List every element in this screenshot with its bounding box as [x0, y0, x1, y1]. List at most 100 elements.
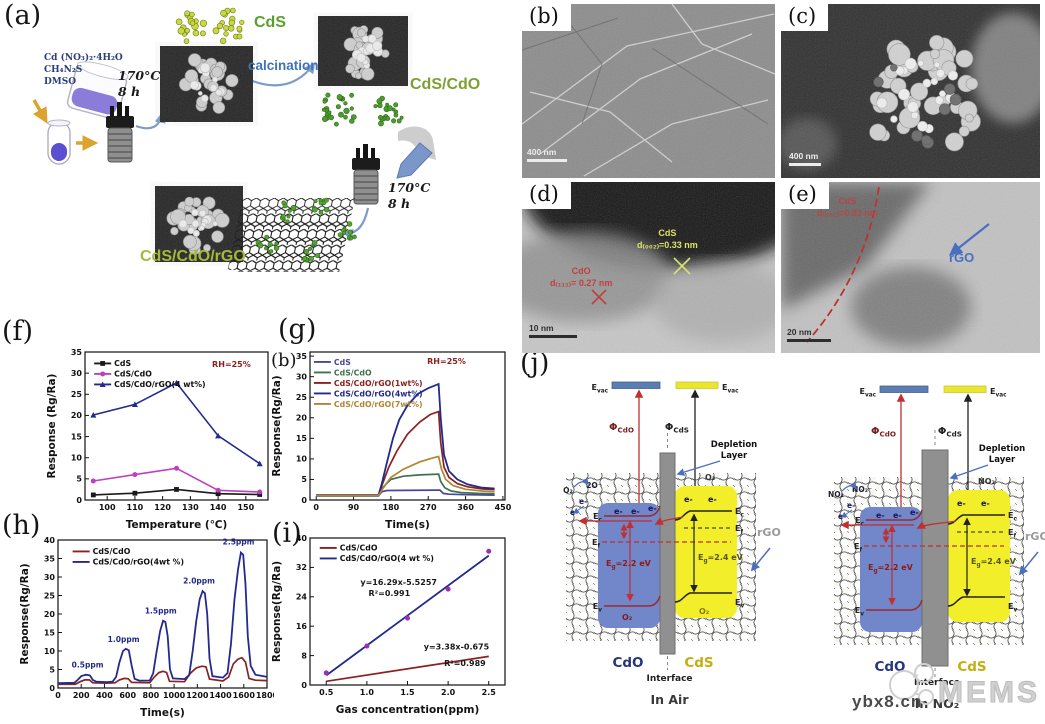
panel-letter-e: (e) — [781, 182, 829, 209]
cluster-particle — [236, 25, 243, 32]
y-tick-label: 35 — [44, 554, 56, 563]
electron-label: e- — [648, 504, 657, 513]
cluster-particle — [343, 114, 348, 120]
rgo-pointer-arrow — [948, 223, 990, 256]
x-tick-label: 130 — [182, 503, 199, 512]
marker — [257, 492, 263, 497]
cluster-particle — [321, 107, 326, 112]
noise-texture — [522, 4, 775, 178]
cluster-particle — [308, 255, 314, 262]
y-tick-label: 0 — [49, 684, 55, 693]
cluster-particle — [239, 19, 245, 25]
electron-capture-arrow — [573, 505, 585, 514]
cds-dspacing: d₍₀₀₂₎=0.33 nm — [817, 207, 878, 218]
cds-label: CdS — [684, 655, 713, 671]
cluster-particle — [264, 234, 270, 240]
cluster-particle — [338, 111, 344, 118]
sem-b-canvas — [522, 4, 775, 178]
chart-annotation: 1.5ppm — [145, 606, 177, 615]
cluster-particle — [337, 232, 343, 238]
chart-annotation: y=3.38x-0.675 — [424, 643, 490, 652]
cdo-bandgap-label: Eg=2.2 eV — [606, 559, 652, 571]
interface-bar — [659, 452, 676, 655]
work-function-cdo: ΦCdO — [871, 426, 896, 439]
chart-annotation: 2.0ppm — [183, 577, 215, 586]
rgo-annotation: rGO — [949, 250, 975, 265]
calcination-step-label: calcination — [248, 58, 319, 73]
depletion-pointer — [676, 460, 721, 476]
panel-letter-h: (h) — [2, 510, 41, 541]
band-diagram-in-air: Evac Evac ΦCdO ΦCdS Depletion Layer Ec Ef Ev Eg=2… — [524, 374, 782, 723]
cluster-particle — [324, 207, 330, 213]
work-function-cdo: ΦCdO — [609, 422, 634, 435]
y-tick-label: 0 — [301, 496, 307, 505]
cluster-particle — [273, 245, 280, 251]
cluster-particle — [335, 104, 341, 110]
y-tick-label: 40 — [44, 536, 56, 545]
electron-capture-arrow — [841, 509, 853, 518]
x-axis-label: Time(s) — [140, 707, 185, 719]
interface-dashed-line — [806, 186, 880, 343]
panel-letter-b: (b) — [522, 4, 571, 31]
series-line-2 — [316, 410, 495, 496]
x-tick-label: 270 — [420, 503, 437, 512]
cluster-particle — [327, 110, 332, 115]
y-tick-label: 15 — [296, 434, 308, 443]
y-tick-label: 10 — [296, 455, 308, 464]
marker — [215, 491, 221, 497]
cluster-particle — [303, 249, 310, 255]
x-tick-label: 400 — [96, 691, 113, 700]
chart-annotation: RH=25% — [427, 357, 466, 366]
chart-f-response-vs-temperature: 100 110 120 130 140 150 0 5 10 15 20 25 30 35 Temperat… — [45, 346, 275, 537]
panel-letter-c: (c) — [781, 4, 829, 31]
plot-frame — [309, 537, 506, 686]
cluster-particle — [219, 37, 227, 45]
ef-label: Ef — [735, 524, 743, 536]
y-tick-label: 32 — [296, 563, 307, 572]
cluster-particle — [177, 27, 185, 35]
reaction-product: NO₂⁻ — [852, 485, 872, 494]
marker — [131, 401, 138, 408]
cluster-particle — [281, 213, 286, 219]
reaction-condition-1: 170°C 8 h — [118, 68, 160, 99]
cds-lattice-marker — [673, 257, 691, 275]
molecule-logo-icon — [889, 663, 934, 705]
reaction-reactant: NO₂ — [828, 490, 844, 499]
evac-label: Evac — [722, 383, 739, 395]
cluster-particle — [257, 242, 264, 249]
tem-image-composite-rgo: (e) CdS d₍₀₀₂₎=0.33 nm rGO 20 nm — [781, 182, 1040, 353]
watermark-brand: MEMS — [938, 676, 1040, 710]
cds-valence-band — [674, 592, 732, 603]
y-tick-label: 20 — [296, 414, 308, 423]
depletion-pointer — [949, 464, 989, 480]
noise-texture — [781, 4, 1040, 178]
marker — [364, 643, 370, 649]
y-tick-label: 35 — [296, 352, 308, 361]
cluster-particle — [318, 210, 324, 215]
reagent-line: Cd (NO₃)₂·4H₂O — [44, 53, 123, 63]
x-tick-label: 1.5 — [400, 688, 415, 697]
marker — [256, 460, 263, 467]
ev-label: Ev — [593, 602, 602, 614]
cdo-bandgap-label: Eg=2.2 eV — [868, 563, 914, 575]
cluster-particle — [199, 30, 206, 37]
y-tick-label: 0 — [301, 681, 307, 690]
chart-annotation: y=16.29x-5.5257 — [360, 578, 437, 587]
cdo-label: CdO — [612, 655, 643, 671]
marker — [405, 615, 410, 621]
cluster-particle — [312, 240, 318, 246]
cluster-particle — [223, 31, 229, 37]
x-tick-label: 2.0 — [441, 688, 456, 697]
electron-label: e- — [684, 495, 693, 504]
series-line-0 — [326, 655, 489, 683]
y-tick-label: 15 — [44, 628, 56, 637]
scale-bar: 400 nm — [527, 147, 567, 162]
cluster-particle — [346, 221, 353, 227]
cdo-dspacing: d₍₁₁₁₎= 0.27 nm — [550, 277, 613, 288]
marker — [445, 586, 451, 592]
cluster-particle — [373, 104, 378, 109]
x-tick-label: 0.5 — [319, 688, 334, 697]
cluster-particle — [333, 121, 339, 127]
x-tick-label: 90 — [348, 503, 360, 512]
cluster-particle — [349, 118, 355, 124]
